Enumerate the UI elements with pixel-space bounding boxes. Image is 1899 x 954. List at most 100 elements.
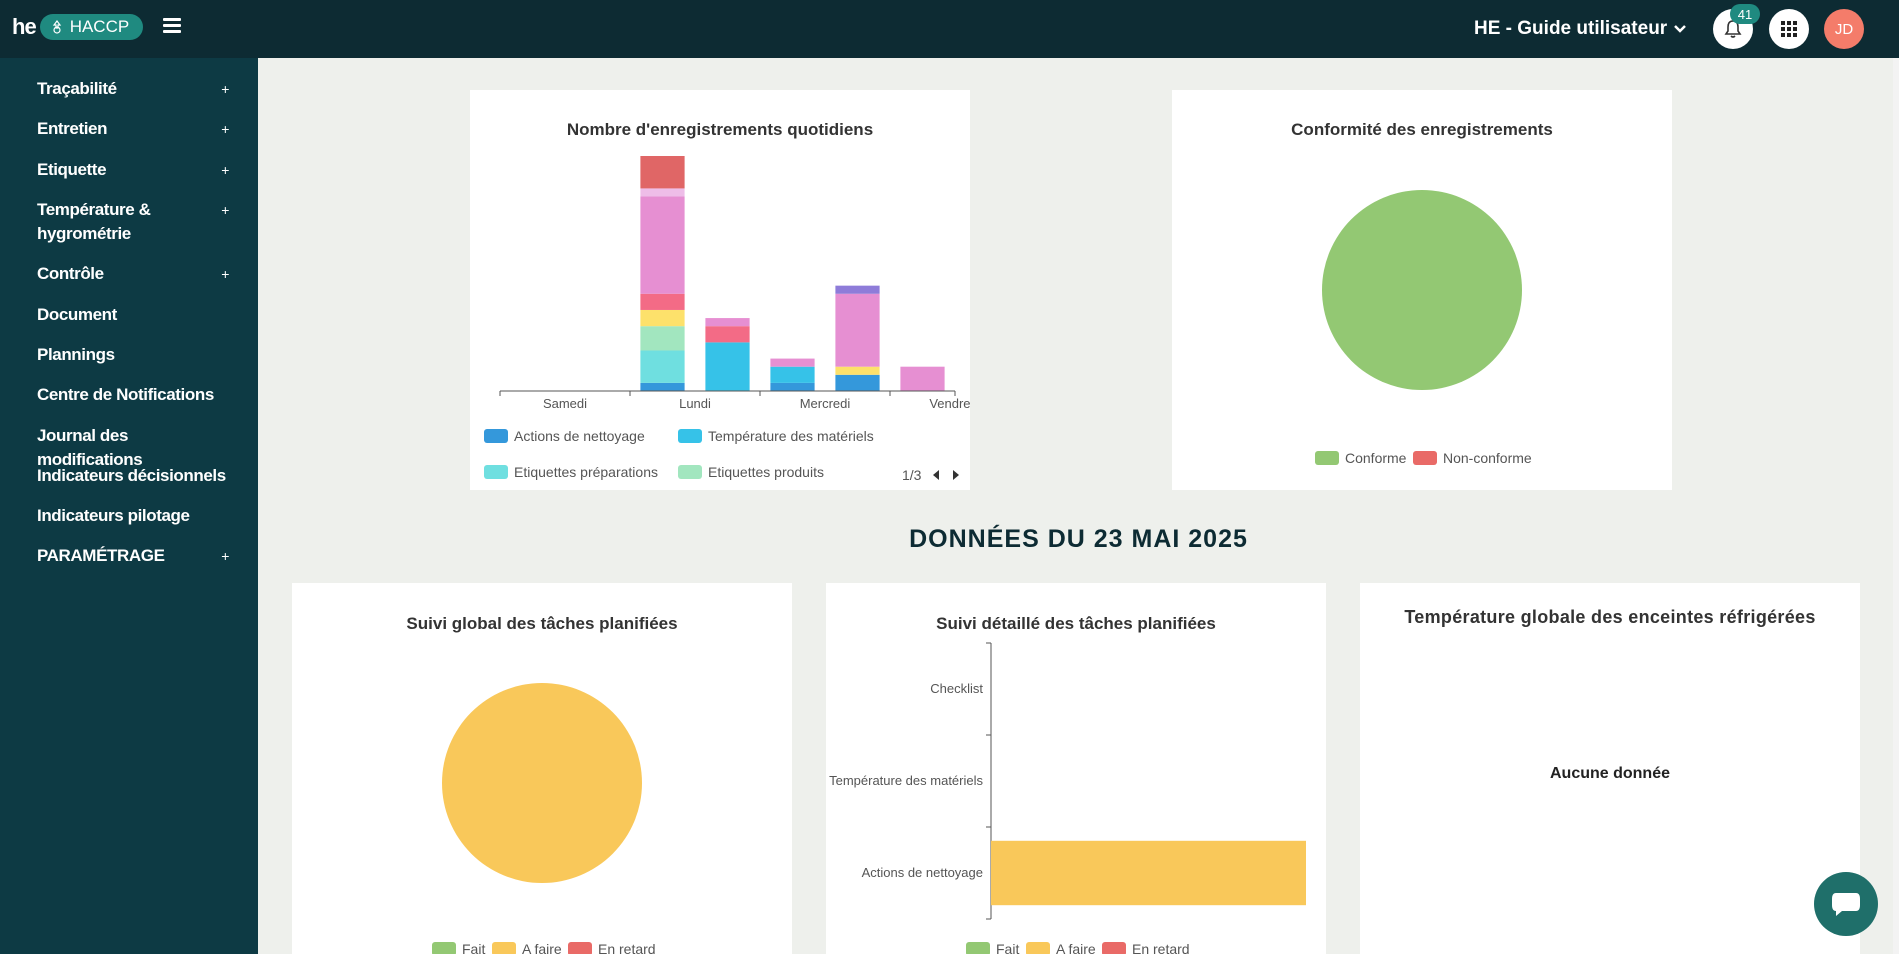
- expand-icon: +: [221, 202, 229, 218]
- hamburger-menu-icon[interactable]: [163, 18, 181, 34]
- expand-icon: +: [221, 81, 229, 97]
- legend-item-non-conforme[interactable]: Non-conforme: [1413, 450, 1532, 466]
- x-tick-label: Vendredi: [929, 396, 970, 411]
- legend-swatch: [1413, 451, 1437, 465]
- legend-label: Etiquettes produits: [708, 464, 824, 480]
- legend-label: En retard: [598, 941, 656, 954]
- temperature-title: Température globale des enceintes réfrig…: [1404, 607, 1816, 627]
- sidebar-item-label: Traçabilité: [37, 79, 117, 98]
- bar-segment[interactable]: [640, 196, 685, 294]
- sidebar-item-plannings[interactable]: Plannings: [37, 343, 237, 367]
- org-selector[interactable]: HE - Guide utilisateur: [1474, 18, 1687, 40]
- bar-segment[interactable]: [640, 188, 685, 197]
- sidebar-item-notifications[interactable]: Centre de Notifications: [37, 383, 237, 407]
- bar-segment[interactable]: [640, 350, 685, 383]
- y-tick-label: Checklist: [930, 681, 983, 696]
- sidebar-item-document[interactable]: Document: [37, 303, 237, 327]
- sidebar-item-label: Contrôle: [37, 264, 104, 283]
- legend-item-en-retard[interactable]: En retard: [1102, 941, 1190, 954]
- sidebar-item-parametrage[interactable]: PARAMÉTRAGE +: [37, 544, 237, 568]
- recycle-icon: [52, 20, 61, 34]
- bar-segment[interactable]: [640, 326, 685, 351]
- top-bar: he HACCP HE - Guide utilisateur 41 JD: [0, 0, 1899, 58]
- legend-label: A faire: [522, 941, 562, 954]
- legend-swatch: [678, 465, 702, 479]
- bar-segment[interactable]: [640, 156, 685, 189]
- grid-apps-icon: [1781, 21, 1797, 37]
- sidebar: Traçabilité + Entretien + Etiquette + Tempé…: [0, 58, 258, 954]
- bar-segment[interactable]: [835, 285, 880, 294]
- bar-segment[interactable]: [640, 382, 685, 391]
- pie-slice[interactable]: [442, 683, 642, 883]
- legend-item-fait[interactable]: Fait: [966, 941, 1019, 954]
- bar-segment[interactable]: [835, 293, 880, 367]
- bar-segment[interactable]: [705, 326, 750, 343]
- page-scrollbar[interactable]: [1893, 58, 1899, 954]
- bar-segment[interactable]: [705, 318, 750, 327]
- sidebar-item-entretien[interactable]: Entretien +: [37, 117, 237, 141]
- legend-swatch: [484, 465, 508, 479]
- bar-segment[interactable]: [835, 374, 880, 391]
- legend-item-etiquettes-preparations[interactable]: Etiquettes préparations: [484, 464, 658, 480]
- x-tick-label: Lundi: [679, 396, 711, 411]
- legend-item-etiquettes-produits[interactable]: Etiquettes produits: [678, 464, 824, 480]
- sidebar-item-label: PARAMÉTRAGE: [37, 546, 165, 565]
- bar-segment[interactable]: [640, 293, 685, 310]
- bar-segment[interactable]: [835, 366, 880, 375]
- chat-support-button[interactable]: [1814, 872, 1878, 936]
- daily-records-card: Nombre d'enregistrements quotidiens Same…: [470, 90, 970, 490]
- conformity-title: Conformité des enregistrements: [1291, 120, 1553, 139]
- sidebar-item-controle[interactable]: Contrôle +: [37, 262, 237, 286]
- user-avatar[interactable]: JD: [1824, 9, 1864, 49]
- legend-item-conforme[interactable]: Conforme: [1315, 450, 1406, 466]
- sidebar-item-label: Indicateurs pilotage: [37, 506, 190, 525]
- pager-prev-icon[interactable]: [932, 470, 940, 480]
- bar-segment[interactable]: [770, 382, 815, 391]
- bar-segment[interactable]: [770, 366, 815, 383]
- legend-item-actions-nettoyage[interactable]: Actions de nettoyage: [484, 428, 645, 444]
- sidebar-item-label: Document: [37, 305, 117, 324]
- temperature-card: Température globale des enceintes réfrig…: [1360, 583, 1860, 954]
- brand-app-pill: HACCP: [39, 14, 144, 40]
- legend-item-fait[interactable]: Fait: [432, 941, 485, 954]
- sidebar-item-indicateurs-pilotage[interactable]: Indicateurs pilotage: [37, 504, 237, 528]
- expand-icon: +: [221, 548, 229, 564]
- sidebar-item-label-line2: hygrométrie: [37, 224, 131, 243]
- bar[interactable]: [991, 840, 1306, 906]
- detail-tasks-title: Suivi détaillé des tâches planifiées: [936, 614, 1216, 633]
- sidebar-item-tracabilite[interactable]: Traçabilité +: [37, 77, 237, 101]
- brand-logo[interactable]: he HACCP: [12, 14, 144, 40]
- legend-item-a-faire[interactable]: A faire: [1026, 941, 1096, 954]
- legend-label: A faire: [1056, 941, 1096, 954]
- bar-segment[interactable]: [705, 342, 750, 391]
- pager-next-icon[interactable]: [952, 470, 960, 480]
- legend-swatch: [678, 429, 702, 443]
- legend-item-en-retard[interactable]: En retard: [568, 941, 656, 954]
- expand-icon: +: [221, 266, 229, 282]
- global-tasks-pie-chart: [442, 683, 642, 883]
- pie-slice[interactable]: [1322, 190, 1522, 390]
- legend-item-temperature-materiels[interactable]: Température des matériels: [678, 428, 874, 444]
- legend-item-a-faire[interactable]: A faire: [492, 941, 562, 954]
- chat-bubble-icon: [1832, 893, 1860, 916]
- legend-label: Etiquettes préparations: [514, 464, 658, 480]
- legend-swatch: [1102, 942, 1126, 954]
- daily-records-title: Nombre d'enregistrements quotidiens: [566, 120, 874, 139]
- section-title: DONNÉES DU 23 MAI 2025: [909, 525, 1248, 553]
- conformity-pie-chart: [1322, 190, 1522, 390]
- bar-segment[interactable]: [770, 358, 815, 367]
- bar-segment[interactable]: [900, 366, 945, 391]
- sidebar-item-label: Etiquette: [37, 160, 107, 179]
- legend-label: Fait: [996, 941, 1020, 954]
- legend-label: En retard: [1132, 941, 1190, 954]
- x-tick-label: Mercredi: [800, 396, 851, 411]
- apps-button[interactable]: [1769, 9, 1809, 49]
- sidebar-item-temperature[interactable]: Température & hygrométrie +: [37, 198, 237, 246]
- bar-segment[interactable]: [640, 309, 685, 327]
- sidebar-item-journal[interactable]: Journal des modifications: [37, 424, 237, 472]
- sidebar-item-indicateurs-decisionnels[interactable]: Indicateurs décisionnels: [37, 464, 237, 488]
- sidebar-item-etiquette[interactable]: Etiquette +: [37, 158, 237, 182]
- legend-label: Non-conforme: [1443, 450, 1532, 466]
- legend-label: Actions de nettoyage: [514, 428, 645, 444]
- global-tasks-card: Suivi global des tâches planifiées Fait …: [292, 583, 792, 954]
